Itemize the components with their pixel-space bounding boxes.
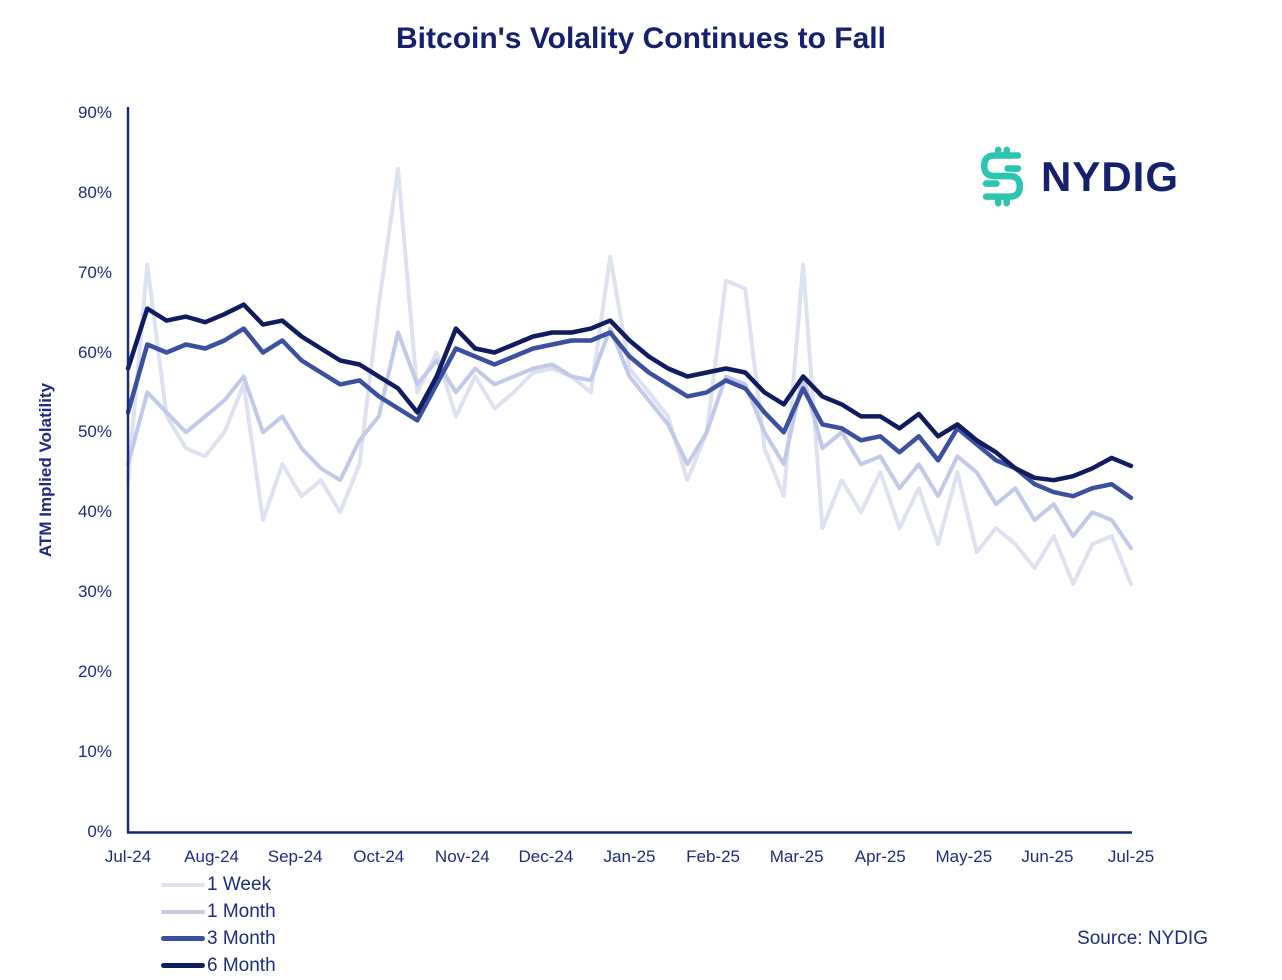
y-tick-60: 60% (77, 342, 112, 362)
legend-label: 3 Month (207, 927, 276, 949)
legend-swatch (161, 909, 205, 914)
nydig-dollar-icon (980, 146, 1024, 207)
y-tick-20: 20% (77, 661, 112, 681)
legend-label: 6 Month (207, 954, 276, 976)
y-tick-40: 40% (77, 502, 112, 522)
x-tick-jan-25: Jan-25 (603, 846, 656, 866)
x-tick-feb-25: Feb-25 (686, 846, 741, 866)
x-tick-nov-24: Nov-24 (434, 846, 490, 866)
legend-swatch (161, 936, 205, 941)
legend-item-6-month: 6 Month (161, 952, 276, 979)
y-tick-50: 50% (77, 422, 112, 442)
legend-item-1-week: 1 Week (161, 871, 276, 898)
x-tick-oct-24: Oct-24 (353, 846, 405, 866)
x-tick-dec-24: Dec-24 (518, 846, 574, 866)
nydig-logo: NYDIG (973, 146, 1179, 208)
x-tick-sep-24: Sep-24 (267, 846, 323, 866)
x-tick-jul-24: Jul-24 (104, 846, 152, 866)
x-tick-jul-25: Jul-25 (1107, 846, 1155, 866)
x-tick-apr-25: Apr-25 (854, 846, 906, 866)
x-tick-aug-24: Aug-24 (184, 846, 239, 866)
chart-title: Bitcoin's Volality Continues to Fall (396, 22, 886, 55)
y-tick-80: 80% (77, 182, 112, 202)
x-tick-jun-25: Jun-25 (1021, 846, 1074, 866)
legend-swatch (161, 963, 205, 968)
y-tick-30: 30% (77, 582, 112, 601)
legend-label: 1 Month (207, 900, 276, 922)
series-line-6-month (125, 302, 1134, 483)
nydig-logo-text: NYDIG (1041, 153, 1180, 200)
series-line-1-month (126, 326, 1133, 551)
legend-item-3-month: 3 Month (161, 925, 276, 952)
y-tick-10: 10% (77, 741, 112, 761)
x-tick-may-25: May-25 (935, 846, 993, 866)
legend-label: 1 Week (207, 873, 272, 895)
series-line-1-week (126, 166, 1133, 586)
legend-swatch (161, 882, 205, 887)
legend-item-1-month: 1 Month (161, 898, 276, 925)
x-tick-mar-25: Mar-25 (769, 846, 824, 866)
y-tick-70: 70% (77, 262, 112, 282)
series-line-3-month (125, 326, 1134, 501)
y-tick-0: 0% (87, 821, 112, 841)
legend: 1 Week 1 Month 3 Month 6 Month (161, 871, 276, 979)
source-note: Source: NYDIG (1077, 928, 1208, 949)
y-tick-90: 90% (77, 103, 112, 122)
